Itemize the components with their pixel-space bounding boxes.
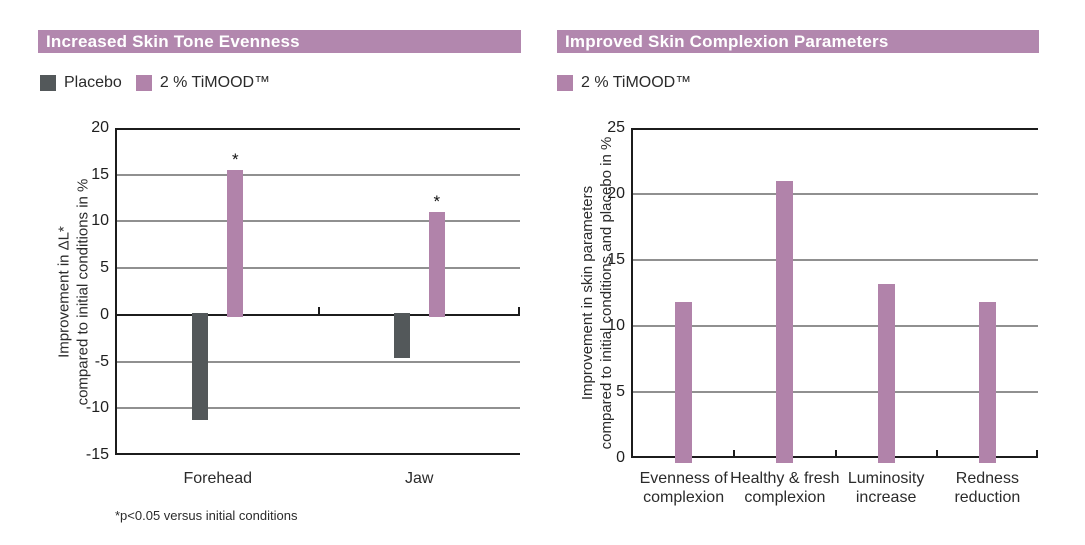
y-tick-label: 10 bbox=[607, 317, 625, 334]
category-tick bbox=[935, 450, 938, 458]
legend-item-2-timood: 2 % TiMOOD™ bbox=[557, 74, 691, 92]
x-category-label-evenness-of-complexion: Evenness of complexion bbox=[639, 470, 728, 506]
gridline bbox=[117, 360, 520, 363]
y-tick-label: 15 bbox=[607, 251, 625, 268]
legend-label: Placebo bbox=[64, 74, 122, 91]
legend-item-placebo: Placebo bbox=[40, 74, 122, 92]
bar-2-timood-forehead bbox=[227, 170, 244, 317]
legend-swatch-2-timood bbox=[557, 75, 573, 91]
y-axis-title: Improvement in skin parameters compared … bbox=[579, 136, 615, 450]
gridline bbox=[633, 193, 1038, 195]
chart-legend: Placebo 2 % TiMOOD™ bbox=[40, 74, 271, 92]
gridline bbox=[633, 391, 1038, 393]
category-tick bbox=[733, 450, 736, 458]
y-tick-label: 25 bbox=[607, 119, 625, 136]
x-axis-line bbox=[115, 453, 520, 455]
y-tick-label: 20 bbox=[607, 185, 625, 202]
x-category-label-jaw: Jaw bbox=[405, 470, 434, 487]
gridline bbox=[117, 173, 520, 176]
y-tick-label: 10 bbox=[91, 212, 109, 230]
y-tick-label: 15 bbox=[91, 165, 109, 183]
gridline bbox=[633, 259, 1038, 261]
y-tick-label: 5 bbox=[616, 383, 625, 400]
bar-2-timood-jaw bbox=[428, 212, 445, 317]
bar-placebo-jaw bbox=[393, 312, 410, 358]
bar-2-timood-redness-reduction bbox=[978, 302, 996, 463]
category-tick bbox=[317, 306, 320, 315]
plot-top-border bbox=[115, 128, 520, 130]
y-tick-label: -15 bbox=[85, 446, 109, 463]
chart-title-bar: Increased Skin Tone Evenness bbox=[38, 30, 521, 53]
significance-asterisk: * bbox=[231, 150, 239, 170]
y-axis-line bbox=[631, 128, 633, 458]
category-tick bbox=[1036, 450, 1038, 458]
y-tick-label: 0 bbox=[616, 449, 625, 466]
significance-asterisk: * bbox=[433, 192, 441, 212]
chart-title: Improved Skin Complexion Parameters bbox=[565, 31, 889, 51]
significance-footnote: *p<0.05 versus initial conditions bbox=[115, 508, 298, 523]
x-category-label-luminosity-increase: Luminosity increase bbox=[847, 470, 925, 506]
legend-item-2-timood: 2 % TiMOOD™ bbox=[135, 74, 271, 92]
plot-top-border bbox=[631, 128, 1038, 130]
y-axis-line bbox=[115, 128, 117, 455]
chart-legend: 2 % TiMOOD™ bbox=[557, 74, 691, 92]
y-tick-label: -10 bbox=[85, 399, 109, 417]
y-tick-label: 20 bbox=[91, 119, 109, 136]
legend-swatch-2-timood bbox=[135, 75, 152, 91]
zero-line bbox=[117, 313, 520, 316]
gridline bbox=[633, 325, 1038, 327]
y-tick-label: -5 bbox=[94, 352, 109, 370]
x-category-label-healthy-fresh-complexion: Healthy & fresh complexion bbox=[730, 470, 840, 506]
legend-label: 2 % TiMOOD™ bbox=[159, 74, 271, 91]
chart-title: Increased Skin Tone Evenness bbox=[46, 31, 300, 51]
legend-swatch-placebo bbox=[40, 75, 56, 91]
category-tick bbox=[518, 306, 520, 315]
legend-label: 2 % TiMOOD™ bbox=[581, 74, 692, 91]
gridline bbox=[117, 267, 520, 270]
y-tick-label: 0 bbox=[100, 305, 109, 323]
y-tick-label: 5 bbox=[100, 259, 109, 277]
bar-placebo-forehead bbox=[192, 312, 209, 421]
bar-2-timood-evenness-of-complexion bbox=[675, 302, 693, 463]
category-tick bbox=[834, 450, 837, 458]
chart-title-bar: Improved Skin Complexion Parameters bbox=[557, 30, 1039, 53]
bar-2-timood-luminosity-increase bbox=[877, 283, 895, 463]
x-category-label-forehead: Forehead bbox=[183, 470, 253, 487]
bar-2-timood-healthy-fresh-complexion bbox=[776, 180, 794, 463]
gridline bbox=[117, 220, 520, 223]
gridline bbox=[117, 407, 520, 410]
x-category-label-redness-reduction: Redness reduction bbox=[954, 470, 1021, 506]
